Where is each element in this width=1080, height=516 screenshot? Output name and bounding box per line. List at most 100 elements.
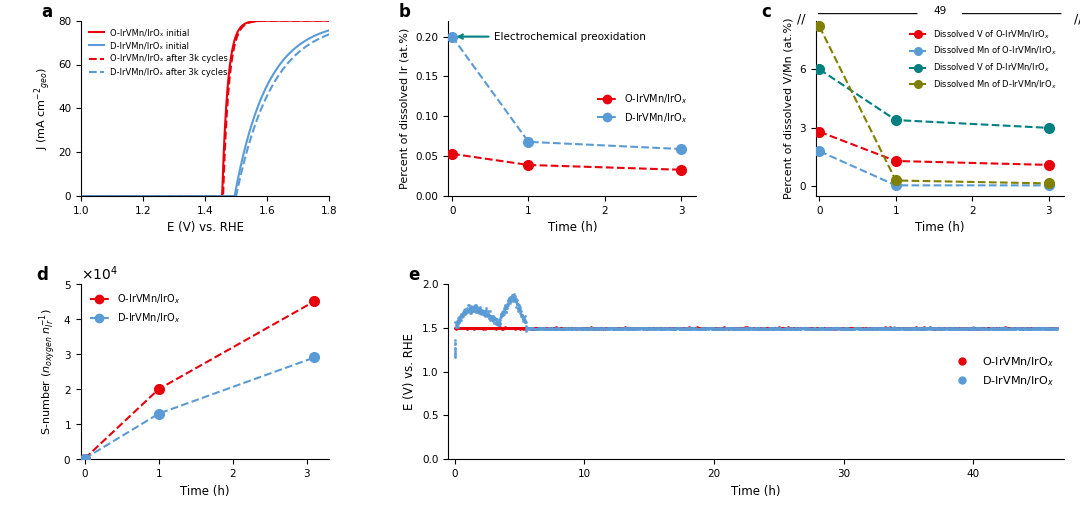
Point [461, 324, 478, 332]
Point [492, 324, 510, 332]
Point [1003, 324, 1021, 332]
Point [525, 325, 542, 333]
Point [511, 303, 528, 312]
Point [512, 324, 529, 332]
Point [536, 324, 553, 332]
Point [977, 324, 995, 332]
Point [514, 312, 531, 320]
Point [503, 297, 521, 305]
Point [657, 325, 674, 333]
Point [818, 324, 835, 332]
Point [748, 324, 766, 332]
Point [518, 324, 536, 332]
Point [807, 324, 824, 332]
Point [715, 324, 732, 332]
Point [600, 324, 618, 332]
Point [688, 325, 705, 333]
Point [825, 324, 842, 332]
Point [777, 325, 794, 333]
Point [976, 324, 994, 332]
Point [471, 305, 488, 313]
Point [638, 325, 656, 333]
Point [851, 325, 868, 333]
Point [651, 324, 669, 332]
Point [456, 324, 473, 332]
Point [1016, 324, 1034, 332]
Point [674, 324, 691, 332]
Point [671, 324, 688, 332]
Point [919, 324, 936, 332]
Point [945, 325, 962, 333]
Point [1043, 324, 1061, 332]
Point [921, 323, 939, 331]
Point [697, 325, 714, 333]
Point [1047, 324, 1064, 332]
Point [630, 325, 647, 333]
Point [976, 324, 994, 332]
Point [1038, 324, 1055, 332]
Point [620, 325, 637, 333]
Point [563, 324, 580, 332]
Point [693, 324, 711, 332]
Point [639, 324, 657, 332]
Point [812, 325, 829, 333]
Point [769, 324, 786, 332]
Point [618, 324, 635, 332]
Point [752, 325, 769, 333]
Point [921, 324, 939, 332]
Point [528, 324, 545, 332]
Point [859, 324, 876, 332]
Point [463, 308, 481, 316]
Point [882, 324, 900, 332]
Point [1001, 325, 1018, 333]
Point [1030, 324, 1048, 332]
Point [947, 324, 964, 332]
Point [566, 324, 583, 332]
Point [738, 325, 755, 333]
Point [461, 303, 478, 312]
Point [752, 324, 769, 332]
Point [839, 325, 856, 333]
Point [994, 324, 1011, 332]
Point [487, 318, 504, 327]
Point [691, 324, 708, 332]
Point [459, 305, 476, 314]
Point [1039, 325, 1056, 333]
Point [531, 324, 549, 332]
Point [477, 324, 495, 332]
Point [1007, 325, 1024, 333]
Point [891, 324, 908, 332]
Point [677, 324, 694, 332]
Point [681, 324, 699, 332]
Point [1028, 324, 1045, 332]
Point [796, 324, 813, 332]
Point [983, 324, 1000, 332]
Point [949, 324, 967, 332]
Point [688, 324, 705, 332]
Point [894, 325, 912, 333]
Point [962, 324, 980, 332]
Point [473, 306, 490, 314]
Point [459, 324, 476, 332]
Point [1036, 324, 1053, 332]
Point [457, 308, 474, 316]
Point [845, 324, 862, 332]
Point [477, 309, 495, 317]
Point [877, 324, 894, 332]
Point [892, 324, 909, 332]
Point [476, 312, 494, 320]
Point [1034, 325, 1051, 333]
Point [926, 325, 943, 333]
Point [448, 321, 465, 329]
Point [684, 325, 701, 333]
Point [576, 325, 593, 333]
Point [935, 324, 953, 332]
Point [1028, 324, 1045, 332]
Point [747, 324, 765, 332]
Point [883, 325, 901, 333]
Point [942, 324, 959, 332]
Y-axis label: E (V) vs. RHE: E (V) vs. RHE [404, 333, 417, 410]
Point [770, 325, 787, 333]
Point [501, 297, 518, 305]
Point [544, 325, 562, 333]
